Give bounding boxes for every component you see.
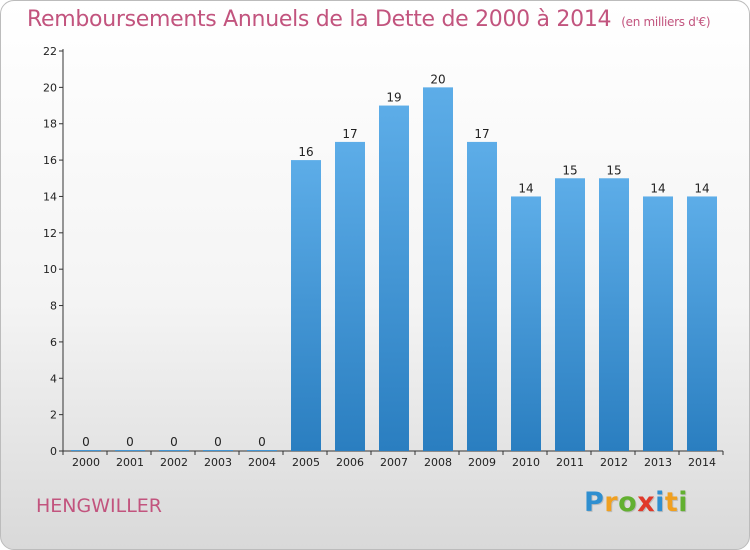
y-tick-label: 2 xyxy=(50,409,57,422)
unit-label: (en milliers d'€) xyxy=(621,15,711,29)
data-label: 16 xyxy=(298,145,313,159)
bar xyxy=(511,196,541,451)
data-label: 14 xyxy=(694,181,709,195)
data-label: 0 xyxy=(258,435,266,449)
y-tick-label: 14 xyxy=(43,190,57,203)
logo-letter: o xyxy=(618,487,638,518)
x-tick-label: 2006 xyxy=(336,456,364,469)
bar xyxy=(643,196,673,451)
logo-letter: t xyxy=(664,487,679,518)
y-tick-label: 10 xyxy=(43,263,57,276)
data-label: 20 xyxy=(430,72,445,86)
bar xyxy=(467,141,497,451)
bar xyxy=(335,141,365,451)
data-label: 17 xyxy=(474,127,489,141)
x-tick-label: 2011 xyxy=(556,456,584,469)
y-tick-label: 16 xyxy=(43,154,57,167)
x-tick-label: 2010 xyxy=(512,456,540,469)
data-label: 15 xyxy=(562,163,577,177)
bar xyxy=(291,160,321,451)
y-tick-label: 6 xyxy=(50,336,57,349)
bar xyxy=(115,450,145,451)
x-tick-label: 2012 xyxy=(600,456,628,469)
chart-title: Remboursements Annuels de la Dette de 20… xyxy=(27,7,711,32)
x-tick-label: 2002 xyxy=(160,456,188,469)
place-name: HENGWILLER xyxy=(36,495,162,517)
bar xyxy=(203,450,233,451)
bar xyxy=(599,178,629,452)
x-tick-label: 2008 xyxy=(424,456,452,469)
logo-letter: i xyxy=(655,487,665,518)
x-tick-label: 2005 xyxy=(292,456,320,469)
y-tick-label: 18 xyxy=(43,118,57,131)
data-label: 14 xyxy=(518,181,533,195)
data-label: 0 xyxy=(82,435,90,449)
x-tick-label: 2009 xyxy=(468,456,496,469)
x-tick-label: 2003 xyxy=(204,456,232,469)
logo-letter: x xyxy=(637,487,656,518)
data-label: 15 xyxy=(606,163,621,177)
x-tick-label: 2000 xyxy=(72,456,100,469)
y-tick-label: 4 xyxy=(50,372,57,385)
data-label: 19 xyxy=(386,91,401,105)
y-tick-label: 20 xyxy=(43,81,57,94)
y-tick-label: 8 xyxy=(50,300,57,313)
bar xyxy=(379,105,409,451)
data-label: 0 xyxy=(126,435,134,449)
logo-letter: r xyxy=(604,487,619,518)
proxiti-logo: Proxiti xyxy=(584,487,688,518)
bars: 0 0 0 0 0 16 17 19 20 17 14 15 15 14 14 xyxy=(71,72,717,452)
bar xyxy=(159,450,189,451)
x-tick-label: 2014 xyxy=(688,456,716,469)
data-label: 0 xyxy=(214,435,222,449)
x-tick-label: 2004 xyxy=(248,456,276,469)
data-label: 14 xyxy=(650,181,665,195)
y-tick-label: 0 xyxy=(50,445,57,458)
chart-title-text: Remboursements Annuels de la Dette de 20… xyxy=(27,7,612,32)
data-label: 0 xyxy=(170,435,178,449)
y-tick-label: 12 xyxy=(43,227,57,240)
y-tick-label: 22 xyxy=(43,45,57,58)
bar xyxy=(71,450,101,451)
x-tick-label: 2001 xyxy=(116,456,144,469)
bar xyxy=(423,87,453,451)
data-label: 17 xyxy=(342,127,357,141)
bar xyxy=(555,178,585,452)
bar xyxy=(687,196,717,451)
logo-letter: i xyxy=(678,487,689,518)
x-tick-label: 2013 xyxy=(644,456,672,469)
bar xyxy=(247,450,277,451)
logo-letter: P xyxy=(584,487,605,518)
x-tick-label: 2007 xyxy=(380,456,408,469)
